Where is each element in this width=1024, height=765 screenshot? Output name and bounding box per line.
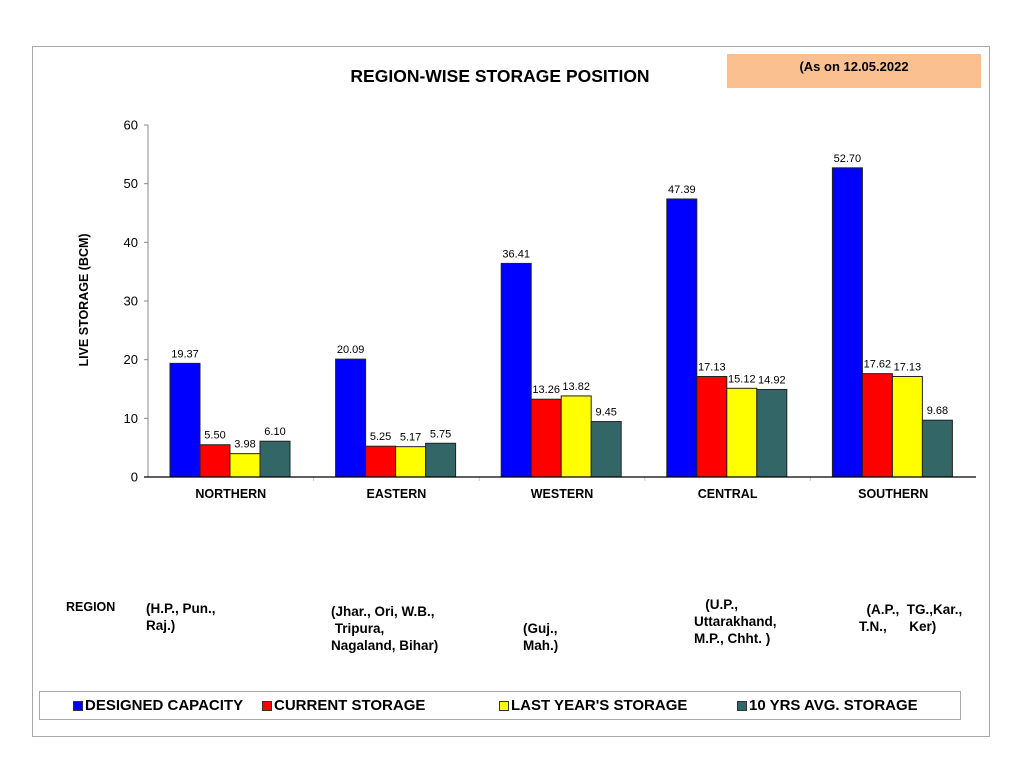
- legend-item-last-years-storage: LAST YEAR'S STORAGE: [499, 697, 687, 714]
- legend: DESIGNED CAPACITY CURRENT STORAGE LAST Y…: [39, 691, 961, 720]
- data-label: 52.70: [834, 153, 862, 165]
- bar-southern-1: [861, 373, 893, 478]
- region-note-central: (U.P., Uttarakhand, M.P., Chht. ): [694, 597, 777, 646]
- bar-eastern-0: [335, 358, 367, 478]
- legend-swatch: [262, 700, 272, 711]
- legend-item-10yrs-avg-storage: 10 YRS AVG. STORAGE: [737, 697, 918, 714]
- legend-swatch: [499, 700, 509, 711]
- bar-central-0: [666, 198, 698, 478]
- data-label: 5.25: [370, 431, 391, 443]
- bar-southern-2: [891, 376, 923, 478]
- y-tick-label: 50: [124, 176, 138, 191]
- legend-label: 10 YRS AVG. STORAGE: [749, 697, 918, 714]
- legend-label: CURRENT STORAGE: [274, 697, 426, 714]
- data-label: 47.39: [668, 184, 696, 196]
- y-tick-label: 0: [131, 470, 138, 485]
- data-label: 5.75: [430, 428, 451, 440]
- data-label: 9.45: [595, 407, 616, 419]
- region-note-northern: (H.P., Pun., Raj.): [146, 601, 216, 633]
- data-label: 36.41: [502, 248, 530, 260]
- bar-eastern-3: [425, 442, 457, 478]
- chart-title-text: REGION-WISE STORAGE POSITION: [350, 66, 650, 86]
- data-label: 13.82: [562, 381, 590, 393]
- bar-southern-0: [831, 167, 863, 478]
- legend-swatch: [73, 700, 83, 711]
- x-tick-label: EASTERN: [367, 487, 427, 501]
- data-label: 14.92: [758, 374, 786, 386]
- date-note-box: (As on 12.05.2022: [727, 54, 981, 88]
- data-label: 17.62: [864, 359, 892, 371]
- region-note-label: REGION: [66, 600, 116, 614]
- bar-central-1: [696, 376, 728, 478]
- bar-western-3: [590, 421, 622, 478]
- bar-eastern-1: [365, 445, 397, 478]
- bar-eastern-2: [395, 446, 427, 478]
- bar-western-1: [530, 398, 562, 478]
- bar-northern-0: [169, 362, 201, 478]
- bar-northern-3: [259, 440, 291, 478]
- y-tick-label: 10: [124, 411, 138, 426]
- x-tick-label: CENTRAL: [698, 487, 758, 501]
- x-tick-label: NORTHERN: [195, 487, 266, 501]
- data-label: 15.12: [728, 373, 756, 385]
- legend-swatch: [737, 700, 747, 711]
- data-label: 5.50: [204, 430, 225, 442]
- data-label: 6.10: [264, 426, 285, 438]
- legend-label: DESIGNED CAPACITY: [85, 697, 244, 714]
- data-label: 19.37: [171, 348, 199, 360]
- y-tick-label: 40: [124, 235, 138, 250]
- x-tick-label: SOUTHERN: [858, 487, 928, 501]
- data-label: 3.98: [234, 439, 255, 451]
- region-note-eastern: (Jhar., Ori, W.B., Tripura, Nagaland, Bi…: [331, 604, 439, 653]
- y-tick-label: 60: [124, 118, 138, 133]
- date-note: (As on 12.05.2022: [799, 59, 909, 74]
- legend-label: LAST YEAR'S STORAGE: [511, 697, 688, 714]
- data-label: 17.13: [698, 362, 726, 374]
- data-label: 20.09: [337, 344, 365, 356]
- bar-northern-2: [229, 453, 261, 478]
- bar-western-2: [560, 395, 592, 478]
- bar-southern-3: [921, 419, 953, 478]
- data-label: 13.26: [532, 384, 560, 396]
- bar-northern-1: [199, 444, 231, 478]
- x-tick-label: WESTERN: [531, 487, 594, 501]
- data-label: 5.17: [400, 432, 421, 444]
- legend-item-designed-capacity: DESIGNED CAPACITY: [73, 697, 243, 714]
- legend-item-current-storage: CURRENT STORAGE: [262, 697, 425, 714]
- y-tick-label: 20: [124, 352, 138, 367]
- y-tick-label: 30: [124, 294, 138, 309]
- bar-western-0: [500, 262, 532, 478]
- bar-central-2: [726, 387, 758, 478]
- chart-title: REGION-WISE STORAGE POSITION: [0, 66, 1024, 87]
- bar-central-3: [756, 388, 788, 478]
- region-note-southern: (A.P., TG.,Kar., T.N., Ker): [859, 602, 963, 634]
- region-note-western: (Guj., Mah.): [523, 621, 559, 653]
- data-label: 17.13: [894, 362, 922, 374]
- data-label: 9.68: [927, 405, 948, 417]
